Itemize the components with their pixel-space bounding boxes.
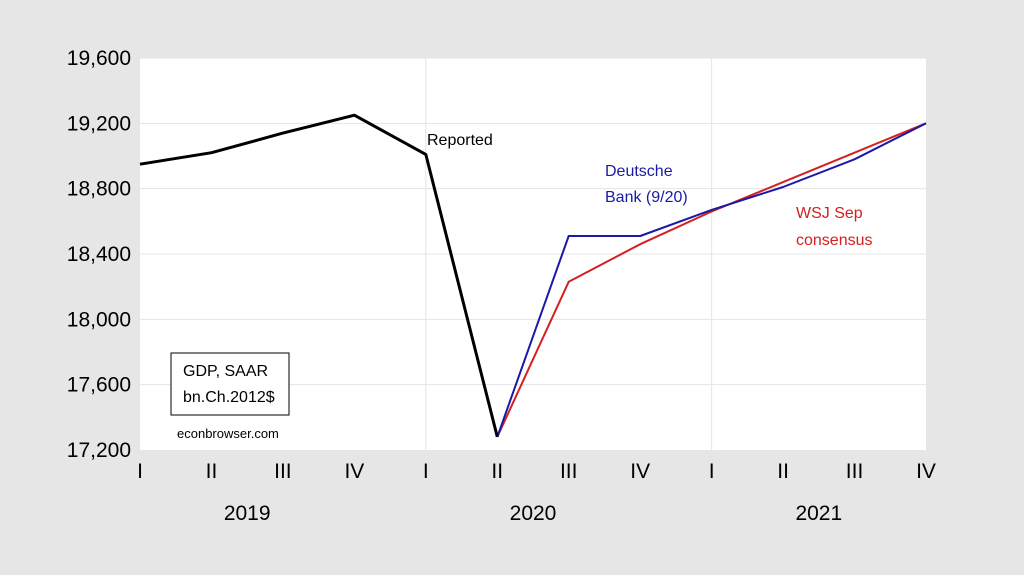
x-tick-label: I [137, 460, 143, 483]
x-tick-label: II [777, 460, 789, 483]
series-line-2 [496, 122, 927, 438]
series-line-0 [139, 113, 499, 438]
y-tick-label: 18,400 [67, 243, 131, 266]
y-tick-label: 18,800 [67, 178, 131, 201]
y-tick-label: 17,600 [67, 374, 131, 397]
x-tick-label: IV [916, 460, 936, 483]
series-lines [139, 113, 927, 438]
x-axis: I II III IV I II III IV I II III IV [137, 460, 936, 483]
legend-box-line2: bn.Ch.2012$ [183, 389, 275, 406]
year-label: 2020 [510, 502, 557, 525]
annotation-reported: Reported [427, 132, 493, 149]
year-labels: 2019 2020 2021 [224, 502, 842, 525]
legend-box-line1: GDP, SAAR [183, 363, 268, 380]
x-tick-label: III [560, 460, 578, 483]
x-tick-label: III [274, 460, 292, 483]
legend-box [170, 352, 290, 416]
annotation-wsj-line1: WSJ Sep [796, 205, 863, 222]
year-label: 2019 [224, 502, 271, 525]
y-axis: 17,200 17,600 18,000 18,400 18,800 19,200 19,6… [67, 47, 131, 462]
year-label: 2021 [795, 502, 842, 525]
x-tick-label: III [846, 460, 864, 483]
y-tick-label: 19,600 [67, 47, 131, 70]
annotation-deutsche-line2: Bank (9/20) [605, 189, 688, 206]
series-line-1 [496, 122, 927, 438]
annotation-wsj-line2: consensus [796, 232, 873, 249]
x-tick-label: II [491, 460, 503, 483]
annotation-deutsche-line1: Deutsche [605, 163, 673, 180]
x-tick-label: IV [630, 460, 650, 483]
x-tick-label: I [709, 460, 715, 483]
y-tick-label: 19,200 [67, 112, 131, 135]
x-tick-label: II [206, 460, 218, 483]
y-tick-label: 17,200 [67, 439, 131, 462]
y-tick-label: 18,000 [67, 308, 131, 331]
x-tick-label: I [423, 460, 429, 483]
source-label: econbrowser.com [177, 426, 279, 441]
x-tick-label: IV [344, 460, 364, 483]
